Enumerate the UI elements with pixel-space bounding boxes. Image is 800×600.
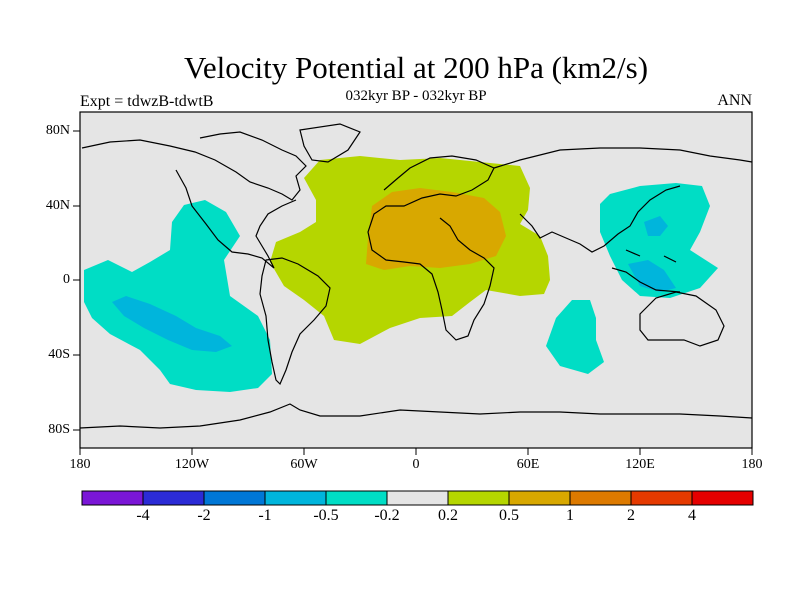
north-america-coast (81, 131, 307, 269)
lon-label-120w: 120W (174, 457, 210, 472)
colorbar-label: 2 (627, 507, 635, 524)
colorbar-swatch (447, 490, 510, 506)
colorbar-label: 1 (566, 507, 574, 524)
colorbar-swatch (264, 490, 327, 506)
colorbar-label: -0.2 (374, 507, 400, 524)
lon-label-180e: 180 (741, 457, 763, 472)
experiment-label: Expt = tdwzB-tdwtB (80, 93, 214, 110)
colorbar-swatch (630, 490, 693, 506)
lon-label-0: 0 (412, 457, 420, 472)
colorbar-swatch (142, 490, 205, 506)
colorbar (81, 490, 754, 506)
season-label: ANN (717, 92, 752, 109)
map-ticks (73, 130, 753, 455)
coastlines (79, 123, 753, 429)
positive-contours (270, 156, 550, 344)
colorbar-label: -1 (258, 507, 272, 524)
colorbar-swatch (508, 490, 571, 506)
asia-coast (493, 147, 753, 253)
antarctica-coast (79, 403, 753, 429)
colorbar-label: -4 (136, 507, 150, 524)
map-subtitle: 032kyr BP - 032kyr BP (345, 88, 487, 104)
lat-label-80n: 80N (45, 123, 70, 138)
lat-label-eq: 0 (63, 272, 70, 287)
europe-africa-coast (367, 155, 495, 341)
lon-label-180w: 180 (69, 457, 91, 472)
map-title: Velocity Potential at 200 hPa (km2/s) (183, 50, 649, 85)
pacific-strong-negative-region (112, 296, 232, 352)
colorbar-swatch (386, 490, 449, 506)
lon-label-60w: 60W (290, 457, 318, 472)
lat-label-80s: 80S (48, 422, 70, 437)
lat-label-40s: 40S (48, 347, 70, 362)
colorbar-label: 0.5 (499, 507, 519, 524)
colorbar-label: -2 (197, 507, 211, 524)
colorbar-swatch (325, 490, 388, 506)
westpac-strong-negative-1 (644, 216, 668, 236)
colorbar-label: 0.2 (438, 507, 458, 524)
colorbar-label: -0.5 (313, 507, 339, 524)
lon-label-120e: 120E (625, 457, 655, 472)
colorbar-swatch (569, 490, 632, 506)
lat-label-40n: 40N (45, 198, 70, 213)
indonesia-coast (611, 249, 681, 293)
colorbar-swatch (203, 490, 266, 506)
colorbar-swatch (691, 490, 754, 506)
westpac-negative-region (600, 183, 718, 298)
greenland-coast (299, 123, 361, 163)
westpac-strong-negative-2 (628, 260, 676, 292)
lon-label-60e: 60E (516, 457, 540, 472)
mideast-positive-core (366, 188, 506, 270)
southern-indian-negative-region (546, 300, 604, 374)
south-america-coast (259, 257, 331, 386)
negative-contours (84, 183, 718, 392)
colorbar-label: 4 (688, 507, 696, 524)
colorbar-swatch (81, 490, 144, 506)
